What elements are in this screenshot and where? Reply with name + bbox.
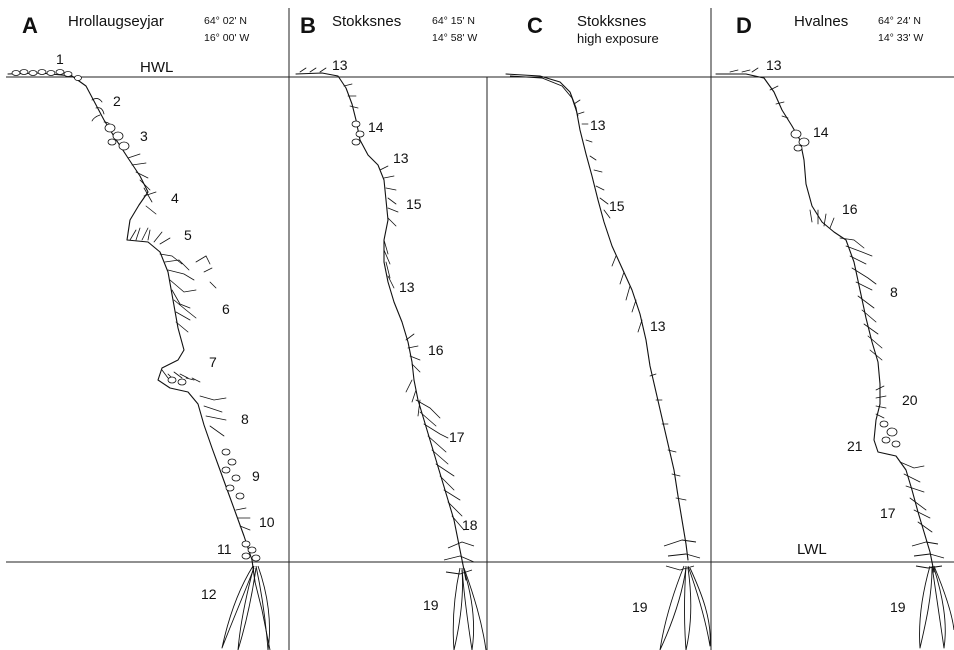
panel-letter-c: C (527, 13, 543, 38)
kelp-c (659, 539, 711, 650)
site-name-b: Stokksnes (332, 13, 401, 30)
algae-b (299, 67, 465, 531)
longitude-a: 16° 00' W (204, 32, 249, 44)
rock-profile-a-lower (254, 581, 271, 650)
site-name-d: Hvalnes (794, 13, 848, 30)
zone-label: 13 (590, 117, 606, 133)
zone-label: 13 (399, 279, 415, 295)
kelp-d (911, 541, 954, 649)
zone-label: 7 (209, 354, 217, 370)
algae-c (573, 99, 687, 501)
zone-label: 13 (650, 318, 666, 334)
latitude-d: 64° 24' N (878, 15, 921, 27)
grid-rules (6, 8, 954, 650)
zone-label: 19 (423, 597, 439, 613)
latitude-a: 64° 02' N (204, 15, 247, 27)
zone-label: 8 (890, 284, 898, 300)
panel-letter-a: A (22, 13, 38, 38)
zone-label: 14 (368, 119, 384, 135)
zone-label: 15 (406, 196, 422, 212)
kelp-a (221, 565, 270, 650)
zone-label: 17 (880, 505, 896, 521)
zone-label: 14 (813, 124, 829, 140)
zone-label: 15 (609, 198, 625, 214)
panel-b: B Stokksnes 64° 15' N 14° 58' W 13 14 13… (295, 13, 487, 650)
hwl-label: HWL (140, 59, 173, 76)
zone-label: 16 (842, 201, 858, 217)
kelp-b (443, 541, 487, 650)
panel-d: D Hvalnes 64° 24' N 14° 33' W LWL 13 14 … (715, 13, 954, 649)
panel-letter-b: B (300, 13, 316, 38)
zone-label: 8 (241, 411, 249, 427)
panel-letter-d: D (736, 13, 752, 38)
pebbles-a (11, 69, 82, 81)
latitude-b: 64° 15' N (432, 15, 475, 27)
zone-label: 11 (217, 541, 232, 557)
site-name-a: Hrollaugseyjar (68, 13, 164, 30)
zone-label: 21 (847, 438, 863, 454)
zone-label: 4 (171, 190, 179, 206)
subtitle-c: high exposure (577, 31, 659, 46)
zone-label: 19 (632, 599, 648, 615)
zone-label: 13 (393, 150, 409, 166)
zone-label: 19 (890, 599, 906, 615)
panel-c: C Stokksnes high exposure 13 15 13 19 (505, 13, 711, 650)
zone-label: 17 (449, 429, 465, 445)
zone-label: 5 (184, 227, 192, 243)
zone-label: 13 (332, 57, 348, 73)
zone-label: 18 (462, 517, 478, 533)
longitude-d: 14° 33' W (878, 32, 923, 44)
rock-profile-a (7, 72, 256, 583)
longitude-b: 14° 58' W (432, 32, 477, 44)
zone-label: 13 (766, 57, 782, 73)
panel-a: A Hrollaugseyjar 64° 02' N 16° 00' W HWL (7, 13, 275, 650)
zone-label: 12 (201, 586, 217, 602)
rock-profile-b (295, 72, 467, 581)
rock-profile-c (505, 73, 689, 561)
zone-label: 6 (222, 301, 230, 317)
lwl-label: LWL (797, 541, 827, 558)
zone-label: 1 (56, 51, 64, 67)
site-name-c: Stokksnes (577, 13, 646, 30)
algae-d (729, 67, 933, 533)
zone-label: 20 (902, 392, 918, 408)
algae-a (91, 98, 261, 562)
zone-label: 2 (113, 93, 121, 109)
rock-profile-c-inner (509, 75, 579, 117)
zone-label: 9 (252, 468, 260, 484)
zone-label: 3 (140, 128, 148, 144)
rock-profile-d (715, 73, 935, 573)
zone-label: 10 (259, 514, 275, 530)
zone-label: 16 (428, 342, 444, 358)
